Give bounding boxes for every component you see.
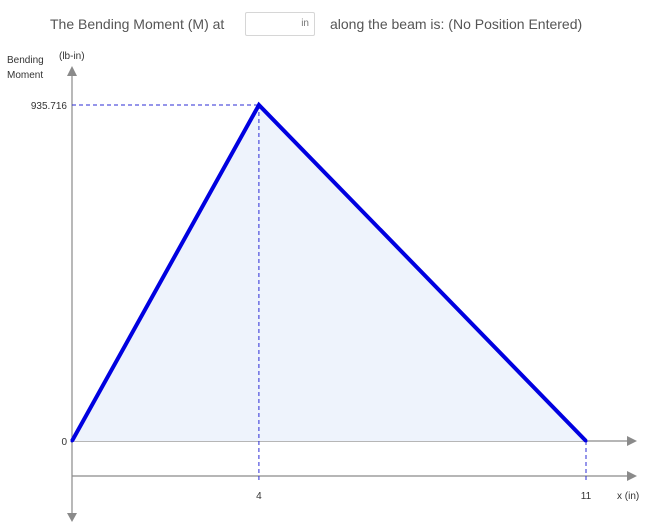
- x-tick-label-end: 11: [581, 491, 592, 502]
- x-tick-label-peak: 4: [256, 491, 262, 502]
- moment-query-prefix: The Bending Moment (M) at: [50, 16, 225, 32]
- moment-point-1: [257, 103, 261, 107]
- zero-axis-arrow: [627, 436, 637, 446]
- y-tick-label-zero: 0: [61, 437, 67, 448]
- moment-series: [70, 101, 588, 480]
- position-input-box[interactable]: in: [245, 12, 315, 36]
- position-unit-label: in: [301, 18, 309, 29]
- y-tick-label-peak: 935.716: [31, 101, 68, 112]
- moment-point-0: [70, 439, 74, 443]
- y-axis-label-line1: Bending: [7, 55, 44, 66]
- moment-point-2: [584, 439, 588, 443]
- position-input[interactable]: [246, 13, 294, 35]
- moment-query-row: The Bending Moment (M) at in along the b…: [0, 12, 646, 38]
- y-axis-label-line2: Moment: [7, 70, 43, 81]
- moment-area-fill: [72, 105, 586, 441]
- x-axis-arrow: [627, 471, 637, 481]
- y-axis-down-arrow: [67, 513, 77, 522]
- y-axis-unit-label: (lb-in): [59, 51, 85, 62]
- y-axis-up-arrow: [67, 66, 77, 76]
- x-axis-label: x (in): [617, 491, 639, 502]
- moment-query-suffix: along the beam is: (No Position Entered): [330, 16, 583, 32]
